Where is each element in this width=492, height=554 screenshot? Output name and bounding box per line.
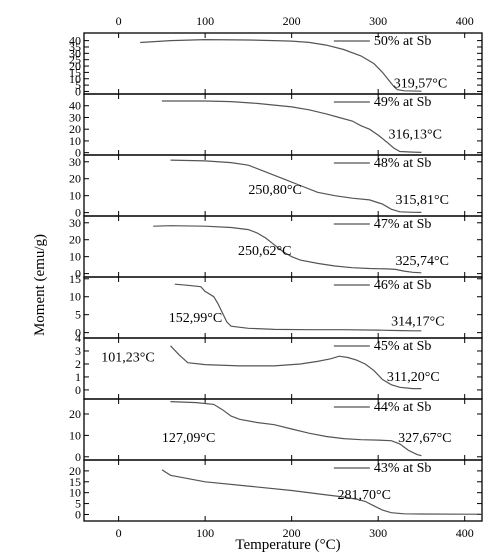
series-line bbox=[174, 283, 422, 332]
series-line bbox=[170, 345, 422, 390]
series-line bbox=[161, 469, 482, 515]
y-tick-label: 10 bbox=[69, 72, 81, 86]
bottom-axis: 0 100 200 300 400 bbox=[116, 526, 474, 540]
y-tick-label: 3 bbox=[75, 344, 81, 358]
y-tick-label: 15 bbox=[69, 272, 81, 286]
series-line bbox=[161, 100, 422, 153]
y-tick-label: 20 bbox=[69, 172, 81, 186]
legend-label: 48% at Sb bbox=[374, 156, 432, 171]
x-tick-label-top: 0 bbox=[116, 14, 122, 28]
panel-4: 0 5 10 15 46% at Sb 152,99°C 314,17°C bbox=[69, 272, 483, 340]
annotation: 101,23°C bbox=[101, 350, 154, 365]
y-tick-label: 15 bbox=[69, 65, 81, 79]
legend-label: 47% at Sb bbox=[374, 217, 432, 232]
annotation: 325,74°C bbox=[395, 254, 448, 269]
y-tick-label: 20 bbox=[69, 59, 81, 73]
y-tick-label: 20 bbox=[69, 233, 81, 247]
annotation: 316,13°C bbox=[389, 128, 442, 143]
y-tick-label: 0 bbox=[75, 267, 81, 281]
annotation: 281,70°C bbox=[338, 488, 391, 503]
legend-label: 45% at Sb bbox=[374, 339, 432, 354]
x-tick-label: 100 bbox=[196, 526, 214, 540]
y-tick-label: 40 bbox=[69, 99, 81, 113]
legend-label: 46% at Sb bbox=[374, 278, 432, 293]
y-tick-label: 0 bbox=[75, 326, 81, 340]
y-tick-label: 4 bbox=[75, 331, 81, 345]
y-tick-label: 30 bbox=[69, 110, 81, 124]
y-tick-label: 0 bbox=[75, 507, 81, 521]
y-tick-label: 10 bbox=[69, 250, 81, 264]
annotation: 152,99°C bbox=[169, 311, 222, 326]
y-tick-label: 20 bbox=[69, 407, 81, 421]
x-tick-label-top: 300 bbox=[369, 14, 387, 28]
annotation: 250,62°C bbox=[238, 244, 291, 259]
y-tick-label: 0 bbox=[75, 146, 81, 160]
annotation: 250,80°C bbox=[248, 183, 301, 198]
annotation: 327,67°C bbox=[398, 431, 451, 446]
y-tick-label: 0 bbox=[75, 450, 81, 464]
x-axis-title: Temperature (°C) bbox=[235, 537, 340, 553]
annotation: 127,09°C bbox=[162, 431, 215, 446]
top-axis: 0 100 200 300 400 bbox=[116, 14, 474, 28]
annotation: 311,20°C bbox=[387, 370, 440, 385]
y-tick-label: 0 bbox=[75, 84, 81, 98]
y-tick-label: 30 bbox=[69, 155, 81, 169]
y-tick-label: 20 bbox=[69, 122, 81, 136]
series-line bbox=[140, 38, 422, 92]
x-tick-label: 200 bbox=[283, 526, 301, 540]
y-tick-label: 5 bbox=[75, 308, 81, 322]
y-tick-label: 10 bbox=[69, 290, 81, 304]
y-tick-label: 15 bbox=[69, 475, 81, 489]
x-tick-label-top: 400 bbox=[456, 14, 474, 28]
y-tick-label: 0 bbox=[75, 206, 81, 220]
series-line bbox=[153, 225, 422, 274]
y-tick-label: 10 bbox=[69, 189, 81, 203]
series-line bbox=[170, 159, 422, 213]
y-tick-label: 2 bbox=[75, 357, 81, 371]
panel-3: 0 10 20 30 47% at Sb 250,62°C 325,74°C bbox=[69, 215, 483, 281]
x-tick-label-top: 100 bbox=[196, 14, 214, 28]
y-tick-label: 10 bbox=[69, 428, 81, 442]
y-tick-label: 10 bbox=[69, 134, 81, 148]
y-tick-label: 1 bbox=[75, 370, 81, 384]
series-line bbox=[170, 401, 422, 457]
annotation: 314,17°C bbox=[391, 314, 444, 329]
y-tick-label: 35 bbox=[69, 40, 81, 54]
legend-label: 43% at Sb bbox=[374, 461, 432, 476]
y-tick-label: 30 bbox=[69, 216, 81, 230]
panel-frame bbox=[83, 459, 483, 522]
annotation: 315,81°C bbox=[395, 193, 448, 208]
legend-label: 49% at Sb bbox=[374, 95, 432, 110]
y-tick-label: 10 bbox=[69, 486, 81, 500]
y-tick-label: 0 bbox=[75, 383, 81, 397]
y-tick-label: 25 bbox=[69, 53, 81, 67]
x-tick-label: 0 bbox=[116, 526, 122, 540]
y-tick-label: 40 bbox=[69, 34, 81, 48]
x-tick-label-top: 200 bbox=[283, 14, 301, 28]
y-tick-label: 5 bbox=[75, 78, 81, 92]
y-tick-label: 5 bbox=[75, 497, 81, 511]
panel-2: 0 10 20 30 48% at Sb 250,80°C 315,81°C bbox=[69, 154, 483, 220]
y-tick-label: 30 bbox=[69, 46, 81, 60]
x-tick-label: 400 bbox=[456, 526, 474, 540]
legend-label: 50% at Sb bbox=[374, 34, 432, 49]
y-tick-label: 20 bbox=[69, 464, 81, 478]
annotation: 319,57°C bbox=[394, 77, 447, 92]
x-tick-label: 300 bbox=[369, 526, 387, 540]
y-axis-title: Moment (emu/g) bbox=[32, 234, 48, 336]
legend-label: 44% at Sb bbox=[374, 400, 432, 415]
panel-6: 0 10 20 44% at Sb 127,09°C 327,67°C bbox=[69, 398, 483, 464]
